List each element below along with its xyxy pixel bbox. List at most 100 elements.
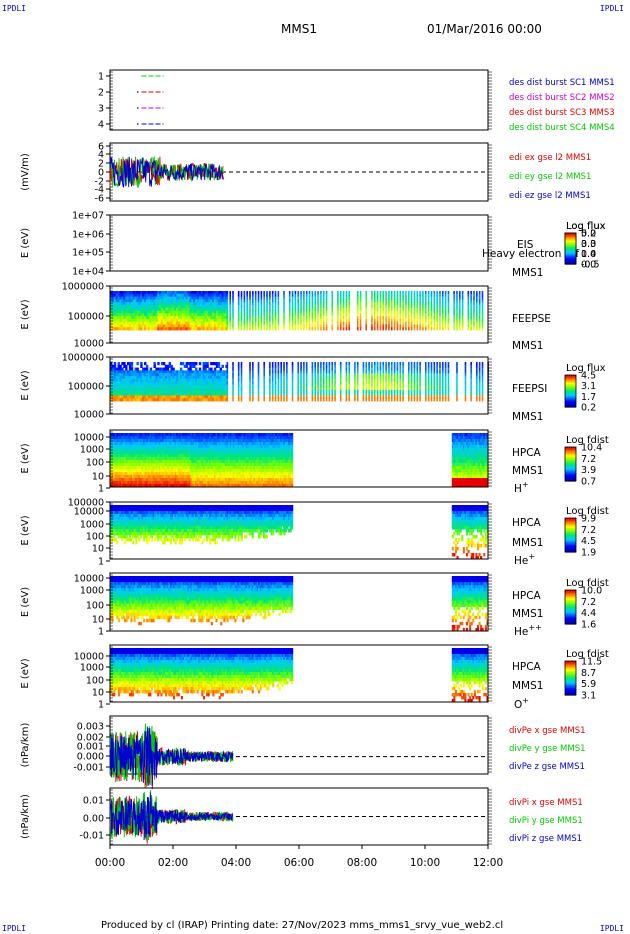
feeps_i-cell — [145, 370, 149, 374]
feeps_i-cell — [388, 362, 390, 366]
feeps_i-cell — [274, 370, 277, 374]
feeps_i-cell — [291, 384, 294, 388]
feeps_i-cell — [362, 362, 365, 366]
hpca_h-cell — [127, 442, 130, 446]
feeps_e-cell — [371, 310, 373, 314]
feeps_i-cell — [382, 373, 385, 377]
feeps_e-cell — [243, 291, 246, 295]
feeps_i-cell — [356, 392, 359, 396]
feeps_e-cell — [110, 304, 113, 309]
feeps_e-cell — [388, 321, 390, 325]
feeps_i-cell — [345, 392, 348, 396]
hpca_h-cell — [139, 433, 142, 437]
feeps_i-cell — [328, 381, 331, 385]
feeps_i-cell — [280, 398, 282, 402]
hpca_h-cell — [113, 457, 116, 461]
feeps_i-cell — [249, 367, 251, 371]
feeps_e-cell — [317, 302, 319, 306]
feeps_e-cell — [277, 291, 280, 295]
feeps_i-cell — [115, 375, 119, 380]
feeps_e-cell — [371, 302, 373, 306]
feeps_e-cell — [215, 310, 219, 314]
feeps_e-cell — [322, 293, 325, 297]
feeps_e-cell — [390, 299, 393, 303]
feeps_e-cell — [277, 321, 280, 325]
hpca_h-cell — [127, 481, 130, 485]
feeps_i-cell — [373, 398, 376, 402]
feeps_i-cell — [221, 384, 224, 388]
feeps_e-cell — [382, 291, 385, 295]
feeps_i-cell — [121, 387, 124, 391]
feeps_i-cell — [439, 384, 441, 388]
feeps_e-cell — [425, 316, 427, 320]
feeps_e-cell — [459, 310, 461, 314]
feeps_i-cell — [226, 395, 229, 399]
feeps_i-cell — [322, 395, 325, 399]
hpca_h-cell — [154, 436, 157, 440]
feeps_i-cell — [439, 398, 441, 402]
feeps_e-cell — [140, 321, 143, 325]
feeps_i-cell — [136, 373, 139, 377]
hpca_h-cell — [184, 442, 187, 446]
hpca_h-cell — [154, 469, 157, 473]
feeps_e-cell — [151, 318, 154, 323]
feeps_i-cell — [419, 378, 421, 382]
feeps_i-cell — [354, 395, 356, 399]
feeps_i-cell — [202, 378, 205, 382]
feeps_i-cell — [240, 364, 243, 368]
feeps_i-cell — [219, 392, 223, 396]
feeps_i-cell — [444, 387, 447, 391]
feeps_i-cell — [226, 367, 229, 371]
feeps_i-cell — [371, 375, 373, 380]
feeps_e-cell — [317, 304, 319, 309]
feeps_i-cell — [144, 378, 147, 382]
feeps_i-cell — [368, 367, 370, 371]
hpca_h-cell — [136, 466, 139, 470]
feeps_e-cell — [342, 321, 345, 325]
feeps_e-cell — [200, 321, 204, 325]
feeps_e-cell — [113, 321, 117, 325]
feeps_i-cell — [402, 375, 404, 380]
feeps_e-cell — [371, 293, 373, 297]
feeps_i-cell — [283, 389, 285, 394]
feeps_e-cell — [168, 313, 171, 317]
feeps_e-cell — [459, 318, 461, 323]
feeps_i-cell — [119, 378, 122, 382]
feeps_i-cell — [223, 389, 226, 394]
feeps_i-cell — [155, 373, 158, 377]
hpca_h-tick-label: 1000 — [80, 445, 104, 456]
hpca_h-cell — [113, 484, 116, 488]
feeps_i-cell — [140, 381, 143, 385]
feeps_i-cell — [121, 375, 124, 380]
hpca_h-cell — [155, 460, 158, 464]
feeps_e-cell — [439, 307, 441, 311]
feeps_i-cell — [305, 384, 308, 388]
feeps_i-cell — [320, 387, 322, 391]
feeps_e-cell — [314, 304, 317, 309]
feeps_i-cell — [322, 381, 325, 385]
burst-frame — [109, 69, 489, 131]
feeps_e-cell — [348, 293, 351, 297]
feeps_e-cell — [170, 296, 173, 300]
feeps_i-cell — [142, 389, 145, 394]
feeps_e-cell — [217, 327, 221, 331]
feeps_i-cell — [402, 362, 404, 366]
feeps_e-cell — [345, 324, 348, 328]
feeps_e-cell — [159, 313, 162, 317]
hpca_h-cell — [133, 481, 136, 485]
feeps_i-cell — [345, 381, 348, 385]
feeps_e-cell — [269, 302, 271, 306]
feeps_i-cell — [249, 375, 251, 380]
feeps_i-cell — [208, 378, 211, 382]
feeps_i-cell — [447, 375, 450, 380]
feeps_e-cell — [271, 307, 274, 311]
feeps_i-cell — [317, 375, 319, 380]
feeps_i-cell — [314, 384, 317, 388]
feeps_e-cell — [439, 293, 441, 297]
hpca_h-cell — [171, 469, 174, 473]
feeps_i-cell — [470, 373, 472, 377]
feeps_i-cell — [117, 392, 120, 396]
feeps_e-cell — [379, 318, 382, 323]
feeps_e-cell — [187, 299, 190, 303]
feeps_e-cell — [297, 321, 299, 325]
